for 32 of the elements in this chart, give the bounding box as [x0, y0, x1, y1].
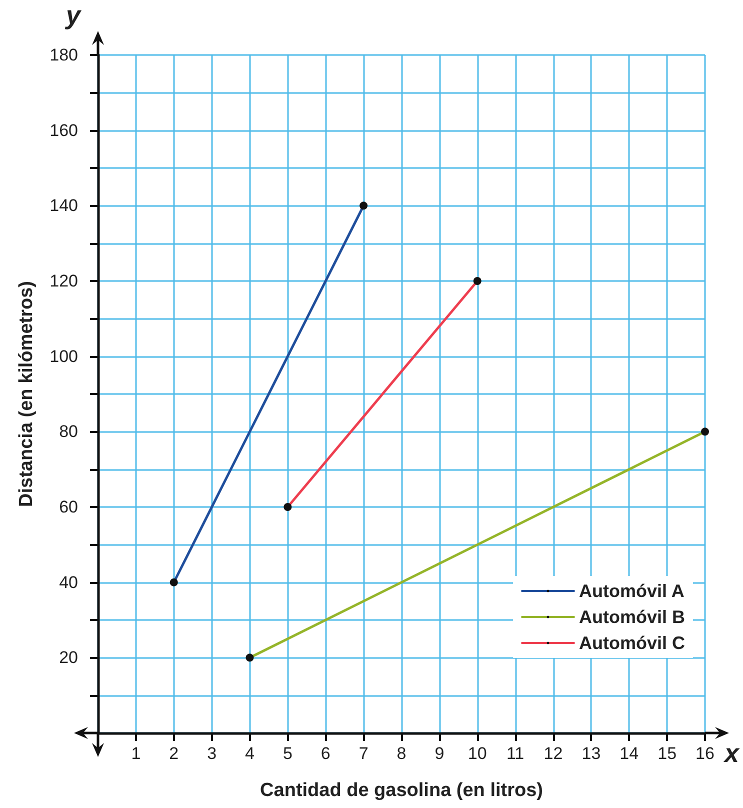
x-tick-label: 12	[544, 744, 563, 763]
y-tick-label: 60	[59, 498, 78, 516]
y-tick-label: 20	[59, 648, 78, 668]
y-tick-label: 140	[50, 196, 78, 216]
legend-label: Automóvil C	[579, 633, 686, 653]
y-tick-label: 80	[59, 422, 78, 442]
y-tick-label: 120	[50, 272, 78, 290]
x-tick-label: 15	[658, 744, 677, 763]
x-tick-label: 16	[696, 744, 714, 763]
x-tick-label: 8	[396, 744, 406, 763]
y-tick-label: 100	[50, 346, 78, 366]
x-tick-label: 9	[434, 744, 444, 763]
x-tick-label: 13	[582, 744, 601, 763]
x-tick-label: 5	[282, 744, 292, 763]
y-tick-label: 180	[50, 46, 78, 64]
x-tick-label: 4	[245, 744, 254, 763]
x-tick-label: 7	[358, 744, 368, 763]
x-tick-label: 2	[169, 744, 179, 763]
y-axis-title: Distancia (en kilómetros)	[16, 281, 37, 507]
x-tick-label: 6	[320, 744, 330, 763]
x-tick-label: 11	[506, 744, 524, 763]
text: y	[64, 0, 82, 30]
legend-label: Automóvil A	[579, 581, 684, 601]
x-tick-label: 10	[468, 744, 487, 763]
x-tick-label: 14	[620, 744, 639, 763]
x-tick-label: 1	[131, 744, 141, 763]
y-tick-label: 40	[59, 572, 78, 592]
x-tick-label: 3	[207, 744, 217, 763]
legend-label: Automóvil B	[579, 607, 686, 627]
y-tick-label: 160	[50, 120, 78, 140]
x-axis-title: Cantidad de gasolina (en litros)	[260, 780, 543, 801]
text: x	[722, 738, 741, 768]
